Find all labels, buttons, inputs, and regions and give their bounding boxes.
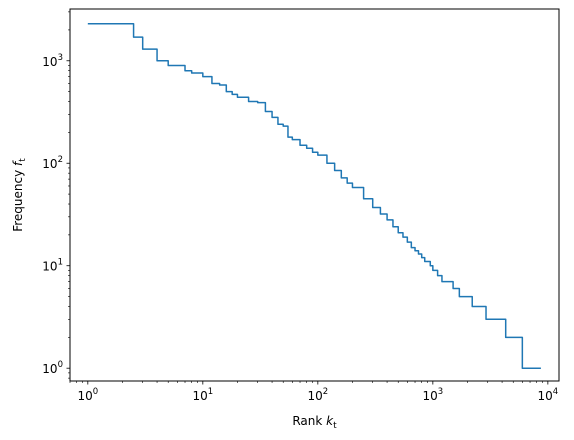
y-tick-label: 100 [42,360,63,376]
x-tick-label: 103 [422,387,443,403]
y-tick-label: 103 [42,53,63,69]
x-tick-label: 100 [77,387,98,403]
x-axis-label: Rank kt [292,414,337,431]
y-axis-label: Frequency ft [11,158,28,232]
axis-ticks: 100 101 102 103 104 100 101 102 103 [42,11,559,403]
y-tick-label: 101 [42,258,63,274]
series-line-0 [87,22,541,369]
x-tick-label: 101 [192,387,213,403]
x-tick-label: 104 [538,387,559,403]
y-tick-label: 102 [42,155,63,171]
x-tick-label: 102 [307,387,328,403]
axes-frame [69,8,560,382]
plot-area [87,22,541,369]
